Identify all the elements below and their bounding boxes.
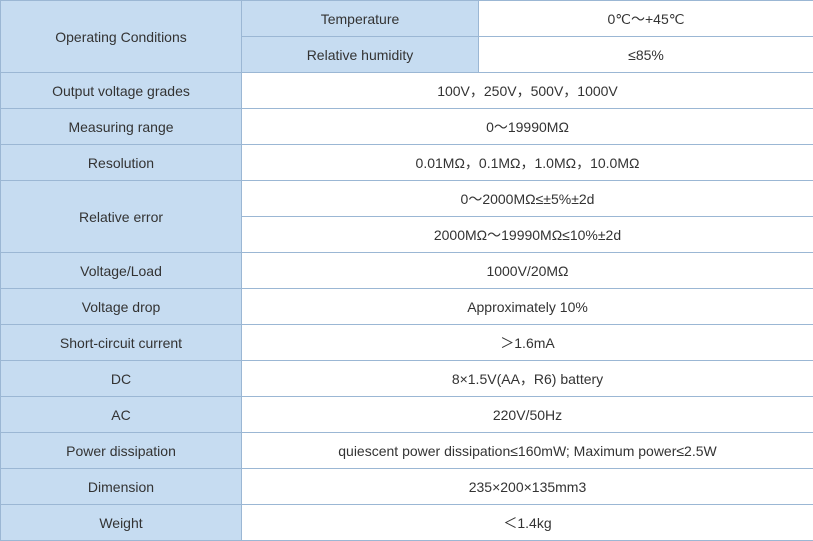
table-row: Relative error 0～2000MΩ≤±5%±2d [0, 180, 813, 253]
row-label: Operating Conditions [0, 0, 242, 73]
cell-value: 0～2000MΩ≤±5%±2d [241, 180, 813, 217]
cell-value: Approximately 10% [241, 288, 813, 325]
sub-label: Temperature [241, 0, 479, 37]
row-label: Output voltage grades [0, 72, 242, 109]
table-row: Relative humidity ≤85% [1, 36, 813, 73]
cell-value: 1000V/20MΩ [241, 252, 813, 289]
sub-label: Relative humidity [241, 36, 479, 73]
cell-value: ＞1.6mA [241, 324, 813, 361]
row-label: Dimension [0, 468, 242, 505]
table-row: Measuring range 0～19990MΩ [0, 108, 813, 145]
row-label: Power dissipation [0, 432, 242, 469]
table-row: Operating Conditions Temperature 0℃～+45℃ [0, 0, 813, 73]
cell-value: 0℃～+45℃ [478, 0, 813, 37]
table-row: Voltage drop Approximately 10% [0, 288, 813, 325]
table-row: Output voltage grades 100V，250V，500V，1000… [0, 72, 813, 109]
cell-value: 235×200×135mm3 [241, 468, 813, 505]
cell-value: 0～19990MΩ [241, 108, 813, 145]
table-row: DC 8×1.5V(AA，R6) battery [0, 360, 813, 397]
row-label: Resolution [0, 144, 242, 181]
cell-value: 100V，250V，500V，1000V [241, 72, 813, 109]
cell-value: 8×1.5V(AA，R6) battery [241, 360, 813, 397]
row-label: Voltage/Load [0, 252, 242, 289]
table-row: Power dissipation quiescent power dissipa… [0, 432, 813, 469]
row-label: Short-circuit current [0, 324, 242, 361]
cell-value: 220V/50Hz [241, 396, 813, 433]
row-label: Relative error [0, 180, 242, 253]
table-row: Dimension 235×200×135mm3 [0, 468, 813, 505]
table-row: Short-circuit current ＞1.6mA [0, 324, 813, 361]
cell-value: ≤85% [478, 36, 813, 73]
cell-value: ＜1.4kg [241, 504, 813, 541]
row-label: Weight [0, 504, 242, 541]
table-row: Resolution 0.01MΩ，0.1MΩ，1.0MΩ，10.0MΩ [0, 144, 813, 181]
table-row: AC 220V/50Hz [0, 396, 813, 433]
cell-value: quiescent power dissipation≤160mW; Maxim… [241, 432, 813, 469]
row-label: Voltage drop [0, 288, 242, 325]
cell-value: 0.01MΩ，0.1MΩ，1.0MΩ，10.0MΩ [241, 144, 813, 181]
cell-value: 2000MΩ～19990MΩ≤10%±2d [241, 216, 813, 253]
table-row: Weight ＜1.4kg [0, 504, 813, 541]
row-label: Measuring range [0, 108, 242, 145]
table-row: Voltage/Load 1000V/20MΩ [0, 252, 813, 289]
row-label: AC [0, 396, 242, 433]
row-label: DC [0, 360, 242, 397]
